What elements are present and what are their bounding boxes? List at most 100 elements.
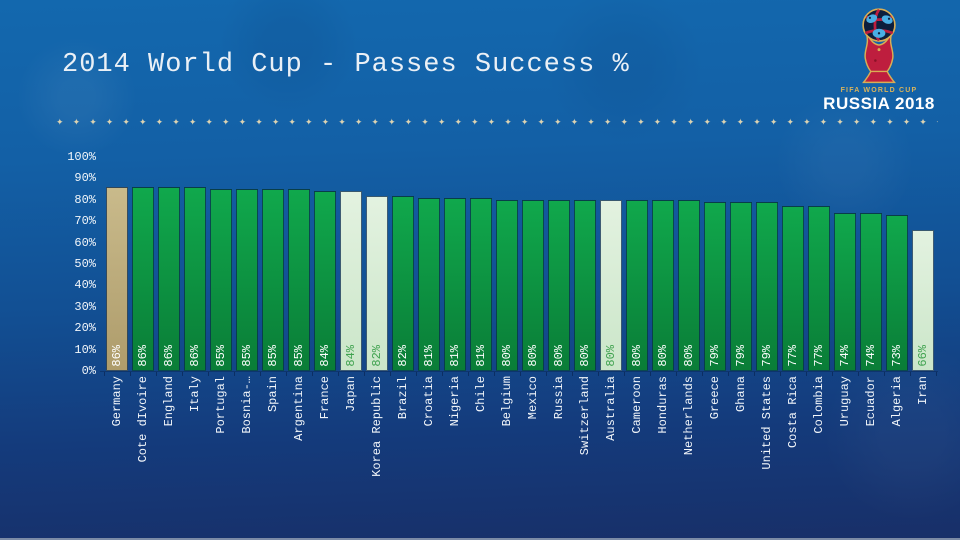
bar-spain <box>262 189 284 371</box>
page-title: 2014 World Cup - Passes Success % <box>62 50 630 80</box>
category-label: Uruguay <box>838 376 852 427</box>
bar-value-label: 81% <box>474 345 488 367</box>
russia-2018-label: RUSSIA 2018 <box>823 94 935 113</box>
world-cup-trophy-icon <box>862 8 896 84</box>
trophy-stem <box>864 32 894 79</box>
ball-dot <box>887 17 891 20</box>
category-label: France <box>318 376 332 420</box>
bar-portugal <box>210 189 232 371</box>
bar-mexico <box>522 200 544 371</box>
category-label: Netherlands <box>682 376 696 456</box>
category-label: Bosnia-… <box>240 376 254 434</box>
category-label: Costa Rica <box>786 376 800 449</box>
bar-value-label: 73% <box>890 345 904 367</box>
category-label: Nigeria <box>448 376 462 427</box>
ball-dot <box>877 32 881 35</box>
bar-italy <box>184 187 206 371</box>
x-axis-line <box>100 371 938 372</box>
bar-value-label: 77% <box>786 345 800 367</box>
bar-germany <box>106 187 128 371</box>
bar-nigeria <box>444 198 466 371</box>
y-tick-label: 30% <box>74 299 96 314</box>
category-label: Portugal <box>214 376 228 434</box>
bar-value-label: 80% <box>526 345 540 367</box>
category-label: Russia <box>552 376 566 420</box>
y-tick-label: 10% <box>74 342 96 357</box>
category-label: Switzerland <box>578 376 592 456</box>
bar-value-label: 81% <box>422 345 436 367</box>
fifa-world-cup-2018-logo: FIFA WORLD CUP RUSSIA 2018 <box>820 6 938 114</box>
category-label: England <box>162 376 176 427</box>
x-axis-ticks <box>104 372 937 376</box>
bar-value-label: 79% <box>734 345 748 367</box>
bar-russia <box>548 200 570 371</box>
y-tick-label: 70% <box>74 214 96 229</box>
bar-ecuador <box>860 213 882 371</box>
ball-panel <box>866 14 878 24</box>
bar-value-label: 80% <box>604 345 618 367</box>
bar-ghana <box>730 202 752 371</box>
ball-panel <box>881 15 893 24</box>
bar-colombia <box>808 206 830 371</box>
y-tick-label: 0% <box>81 364 96 378</box>
bar-value-label: 80% <box>630 345 644 367</box>
y-tick-label: 20% <box>74 321 96 336</box>
category-label: Cameroon <box>630 376 644 434</box>
bar-value-label: 82% <box>396 345 410 367</box>
bar-value-label: 74% <box>838 345 852 367</box>
bar-brazil <box>392 196 414 371</box>
category-label: Greece <box>708 376 722 420</box>
fifa-world-cup-label: FIFA WORLD CUP <box>840 87 918 94</box>
bar-honduras <box>652 200 674 371</box>
bar-value-label: 80% <box>656 345 670 367</box>
category-label: Cote dIvoire <box>136 376 150 463</box>
bar-chile <box>470 198 492 371</box>
trophy-gold-dot <box>877 48 881 52</box>
category-label: Italy <box>188 376 202 413</box>
category-label: Mexico <box>526 376 540 420</box>
bar-costa-rica <box>782 206 804 371</box>
bar-united-states <box>756 202 778 371</box>
bar-netherlands <box>678 200 700 371</box>
category-label: Japan <box>344 376 358 413</box>
ball-dot <box>868 16 871 19</box>
bar-value-label: 84% <box>344 345 358 367</box>
bar-value-label: 85% <box>266 345 280 367</box>
bar-value-label: 80% <box>552 345 566 367</box>
bar-argentina <box>288 189 310 371</box>
bar-croatia <box>418 198 440 371</box>
y-tick-label: 60% <box>74 235 96 250</box>
divider-ornament: ✦ ✦ ✦ ✦ ✦ ✦ ✦ ✦ ✦ ✦ ✦ ✦ ✦ ✦ ✦ ✦ ✦ ✦ ✦ ✦ … <box>56 118 938 128</box>
category-label: Australia <box>604 376 618 441</box>
bar-belgium <box>496 200 518 371</box>
bar-value-label: 74% <box>864 345 878 367</box>
bar-value-label: 85% <box>214 345 228 367</box>
bar-value-label: 86% <box>188 345 202 367</box>
y-tick-label: 80% <box>74 192 96 207</box>
bar-france <box>314 191 336 371</box>
bar-greece <box>704 202 726 371</box>
category-label: Iran <box>916 376 930 405</box>
bar-value-label: 86% <box>110 345 124 367</box>
bar-cameroon <box>626 200 648 371</box>
bar-value-label: 82% <box>370 345 384 367</box>
category-label: Spain <box>266 376 280 413</box>
bar-value-label: 85% <box>240 345 254 367</box>
slide-bottom-edge <box>0 538 960 540</box>
category-label: Belgium <box>500 376 514 427</box>
bar-value-label: 86% <box>136 345 150 367</box>
y-tick-label: 90% <box>74 171 96 186</box>
bar-bosnia- <box>236 189 258 371</box>
bar-value-label: 84% <box>318 345 332 367</box>
bar-korea-republic <box>366 196 388 371</box>
category-label: Ecuador <box>864 376 878 427</box>
bar-value-label: 85% <box>292 345 306 367</box>
bar-value-label: 79% <box>760 345 774 367</box>
bar-algeria <box>886 215 908 371</box>
bar-iran <box>912 230 934 371</box>
category-label: Colombia <box>812 376 826 434</box>
bar-value-label: 80% <box>682 345 696 367</box>
bar-switzerland <box>574 200 596 371</box>
category-label: Algeria <box>890 376 904 427</box>
category-label: United States <box>760 376 774 470</box>
